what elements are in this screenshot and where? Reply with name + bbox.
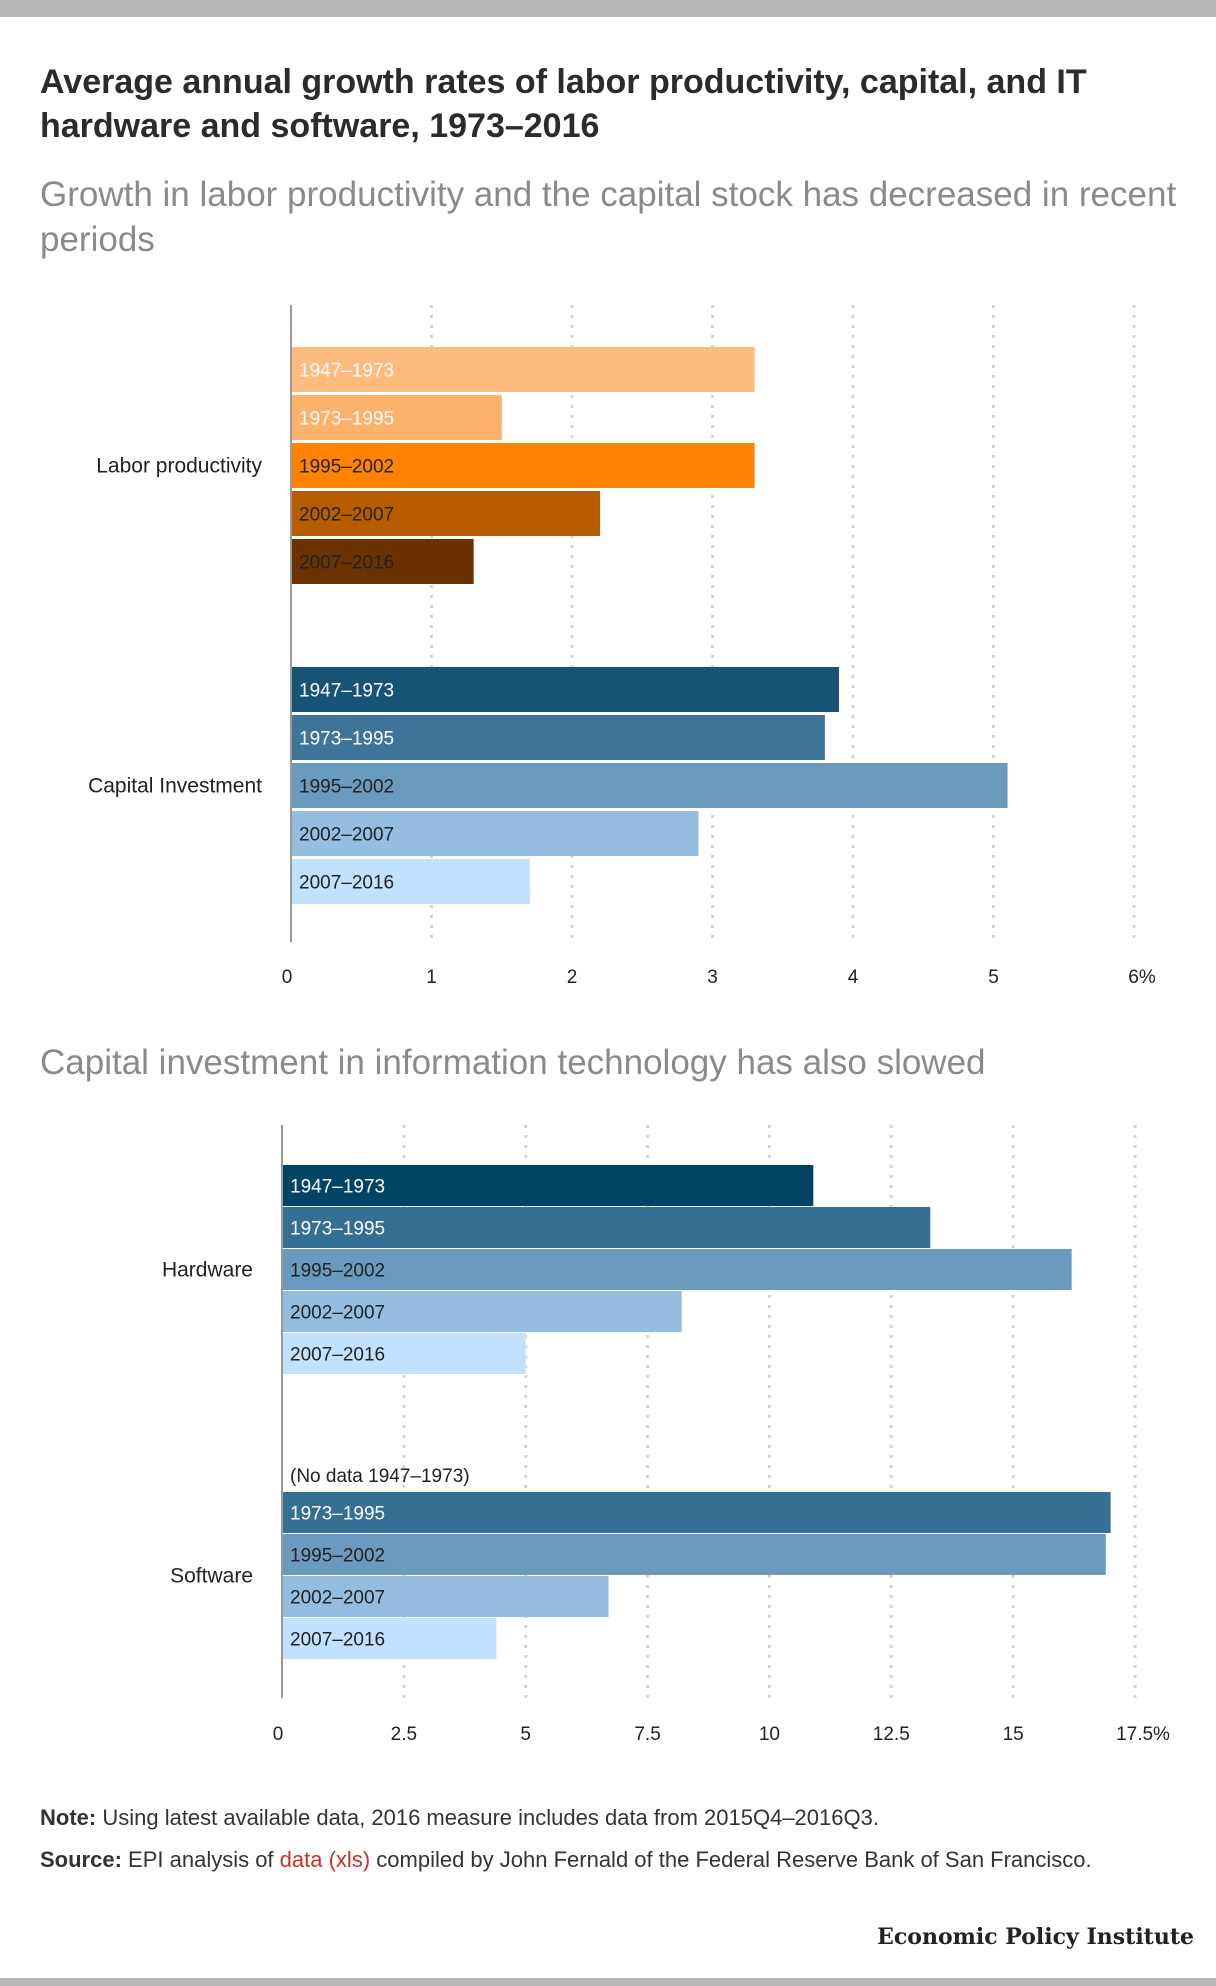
bar-hardware-1973-1995 (282, 1207, 931, 1248)
bar-label-hardware-1995-2002: 1995–2002 (290, 1261, 385, 1282)
bar-label-capital-investment-2002-2007: 2002–2007 (299, 825, 394, 846)
bar-label-software-1995-2002: 1995–2002 (290, 1546, 385, 1567)
bar-hardware-1995-2002 (282, 1249, 1072, 1290)
chart-subtitle-productivity: Growth in labor productivity and the cap… (40, 175, 1177, 259)
bottom-border (0, 1978, 1216, 1986)
note-line: Note: Using latest available data, 2016 … (40, 1801, 1190, 1835)
bar-label-hardware-2002-2007: 2002–2007 (290, 1303, 385, 1324)
bar-labor-productivity-1947-1973 (291, 347, 755, 392)
tick-label-5: 5 (520, 1724, 531, 1745)
bar-label-labor-productivity-1995-2002: 1995–2002 (299, 457, 394, 478)
bar-software-1995-2002 (282, 1534, 1106, 1575)
tick-label-3: 3 (707, 967, 718, 988)
tick-label-7-5: 7.5 (634, 1724, 660, 1745)
bar-capital-investment-1973-1995 (291, 715, 825, 760)
note-text: Using latest available data, 2016 measur… (96, 1805, 879, 1830)
bar-label-labor-productivity-1973-1995: 1973–1995 (299, 409, 394, 430)
bar-software-2007-2016 (282, 1618, 497, 1659)
bar-label-hardware-1947-1973: 1947–1973 (290, 1177, 385, 1198)
chart-title: Average annual growth rates of labor pro… (40, 63, 1087, 145)
bar-hardware-2007-2016 (282, 1333, 526, 1374)
tick-label-5: 5 (988, 967, 999, 988)
bar-label-hardware-2007-2016: 2007–2016 (290, 1345, 385, 1366)
source-text-post: compiled by John Fernald of the Federal … (370, 1847, 1092, 1872)
bar-label-labor-productivity-1947-1973: 1947–1973 (299, 361, 394, 382)
bar-software-1973-1995 (282, 1492, 1111, 1533)
bar-labor-productivity-2002-2007 (291, 491, 601, 536)
bar-label-capital-investment-1947-1973: 1947–1973 (299, 681, 394, 702)
bar-label-labor-productivity-2007-2016: 2007–2016 (299, 553, 394, 574)
bar-labor-productivity-2007-2016 (291, 539, 474, 584)
bar-label-capital-investment-2007-2016: 2007–2016 (299, 873, 394, 894)
source-line: Source: EPI analysis of data (xls) compi… (40, 1843, 1190, 1877)
tick-label-0: 0 (273, 1724, 284, 1745)
bar-capital-investment-1947-1973 (291, 667, 839, 712)
annotation-software: (No data 1947–1973) (290, 1466, 470, 1487)
tick-label-15: 15 (1003, 1724, 1024, 1745)
bar-label-software-2007-2016: 2007–2016 (290, 1630, 385, 1651)
category-label-capital-investment: Capital Investment (88, 775, 262, 798)
category-label-software: Software (170, 1565, 253, 1588)
bar-labor-productivity-1995-2002 (291, 443, 755, 488)
category-label-labor-productivity: Labor productivity (96, 455, 262, 478)
productivity-capital-bar-chart: Labor productivity 1947–1973 1973–1995 1995… (88, 305, 1156, 988)
note-label: Note: (40, 1805, 97, 1830)
bar-labor-productivity-1973-1995 (291, 395, 502, 440)
tick-label-10: 10 (759, 1724, 780, 1745)
bar-hardware-2002-2007 (282, 1291, 682, 1332)
tick-label-2-5: 2.5 (391, 1724, 417, 1745)
source-label: Source: (40, 1847, 122, 1872)
tick-label-17-5: 17.5% (1116, 1724, 1170, 1745)
bar-capital-investment-2002-2007 (291, 811, 699, 856)
bar-hardware-1947-1973 (282, 1165, 814, 1206)
source-data-link[interactable]: data (xls) (279, 1847, 371, 1872)
bar-label-labor-productivity-2002-2007: 2002–2007 (299, 505, 394, 526)
bar-label-capital-investment-1973-1995: 1973–1995 (299, 729, 394, 750)
tick-label-1: 1 (426, 967, 437, 988)
tick-label-4: 4 (848, 967, 859, 988)
bar-capital-investment-1995-2002 (291, 763, 1008, 808)
tick-label-0: 0 (282, 967, 293, 988)
chart-subtitle-it: Capital investment in information techno… (40, 1043, 986, 1082)
tick-label-2: 2 (567, 967, 578, 988)
top-border (0, 0, 1216, 17)
bar-label-hardware-1973-1995: 1973–1995 (290, 1219, 385, 1240)
bar-capital-investment-2007-2016 (291, 859, 530, 904)
category-label-hardware: Hardware (162, 1259, 253, 1282)
bar-label-capital-investment-1995-2002: 1995–2002 (299, 777, 394, 798)
tick-label-6: 6% (1128, 967, 1156, 988)
it-investment-bar-chart: Hardware 1947–1973 1973–1995 1995–2002 2002–… (162, 1125, 1170, 1745)
bar-software-2002-2007 (282, 1576, 609, 1617)
tick-label-12-5: 12.5 (873, 1724, 910, 1745)
brand-logo-text: Economic Policy Institute (877, 1924, 1194, 1950)
bar-label-software-1973-1995: 1973–1995 (290, 1504, 385, 1525)
source-text-pre: EPI analysis of (121, 1847, 280, 1872)
bar-label-software-2002-2007: 2002–2007 (290, 1588, 385, 1609)
